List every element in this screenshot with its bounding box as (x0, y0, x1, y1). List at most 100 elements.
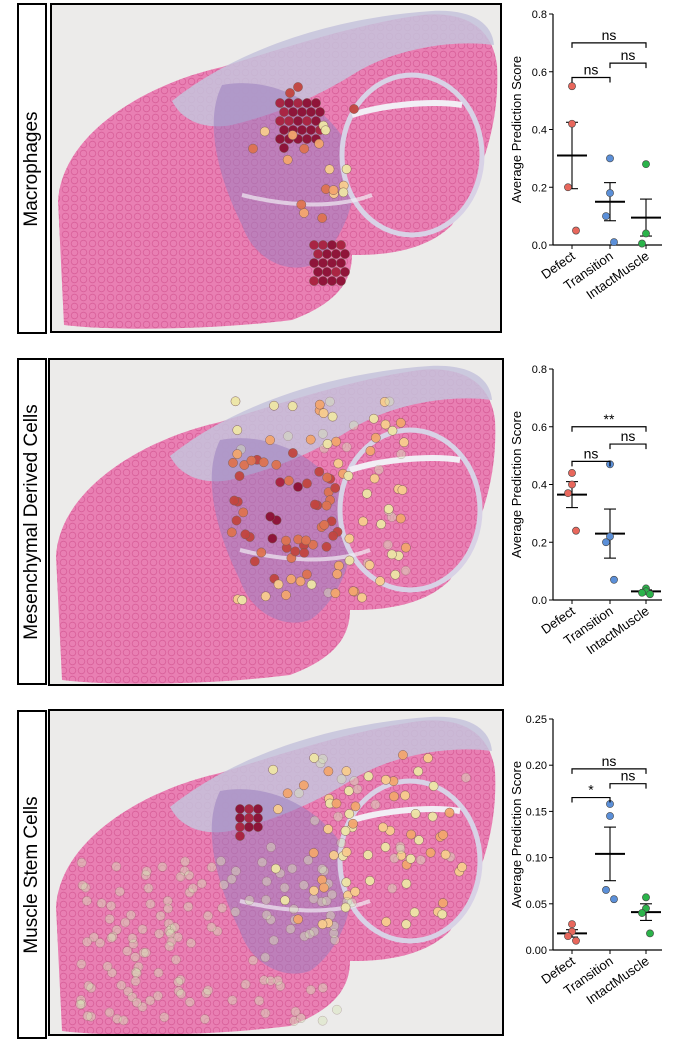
tissue-spot (340, 267, 350, 277)
tissue-spot (285, 924, 296, 934)
tissue-spot (341, 847, 352, 857)
tissue-spot (118, 1015, 129, 1026)
tissue-spot (309, 815, 320, 826)
tissue-spot (173, 986, 184, 997)
data-point (568, 469, 576, 477)
tissue-spot (140, 947, 151, 958)
tissue-spot (230, 907, 241, 917)
tissue-spot (321, 500, 332, 511)
tissue-spot (235, 831, 245, 841)
tissue-spot (163, 918, 174, 929)
tissue-spot (253, 822, 263, 832)
significance-label: * (588, 782, 594, 798)
tissue-spot (111, 925, 122, 935)
tissue-spot (104, 914, 115, 924)
tissue-spot (226, 874, 237, 885)
tissue-spot (275, 134, 285, 144)
y-tick-label: 0.2 (532, 182, 547, 194)
y-tick-label: 0.0 (532, 240, 547, 252)
tissue-spot (216, 856, 226, 866)
tissue-spot (268, 764, 278, 775)
tissue-spot (396, 449, 406, 460)
tissue-spot (336, 258, 346, 268)
tissue-spot (325, 396, 335, 407)
tissue-spot (260, 952, 271, 963)
data-point (606, 812, 614, 820)
tissue-spot (288, 107, 298, 117)
tissue-spot (401, 542, 411, 553)
tissue-spot (259, 126, 270, 137)
tissue-spot (336, 240, 346, 250)
tissue-spot (240, 979, 251, 990)
significance-bracket (571, 76, 611, 83)
tissue-spot (298, 880, 309, 891)
tissue-spot (299, 143, 310, 154)
tissue-spot (327, 411, 338, 422)
tissue-spot (328, 928, 339, 939)
tissue-spot (438, 830, 448, 840)
tissue-spot (164, 926, 174, 937)
tissue-spot (284, 475, 294, 486)
tissue-spot (244, 813, 254, 823)
data-point (638, 239, 646, 248)
tissue-spot (249, 556, 260, 567)
y-axis-title: Average Prediction Score (509, 411, 524, 558)
tissue-spot (285, 88, 295, 98)
tissue-spot (155, 911, 166, 921)
chart-svg: Average Prediction Score0.00.20.40.60.8D… (509, 364, 662, 657)
tissue-spot (364, 560, 375, 570)
tissue-spot (365, 875, 375, 886)
tissue-spot (440, 849, 451, 860)
tissue-spot (327, 276, 337, 286)
tissue-spot (261, 910, 272, 920)
tissue-spot (299, 208, 309, 218)
tissue-spot (303, 855, 314, 866)
tissue-spot (350, 801, 361, 812)
tissue-spot (254, 995, 265, 1006)
tissue-spot (330, 483, 341, 493)
tissue-spot (333, 458, 344, 469)
tissue-spot (275, 98, 285, 108)
significance-label: ns (584, 445, 599, 461)
tissue-spot (332, 1004, 342, 1015)
tissue-spot (138, 947, 149, 958)
tissue-spot (133, 961, 144, 972)
tissue-spot (322, 472, 333, 483)
significance-bracket (571, 768, 647, 774)
tissue-spot (309, 276, 319, 286)
tissue-spot (89, 932, 99, 943)
panel-label: Macrophages (21, 110, 42, 227)
tissue-spot (235, 804, 245, 814)
tissue-spot (413, 766, 424, 777)
y-tick-label: 0.25 (526, 714, 547, 726)
tissue-spot (153, 991, 163, 1001)
tissue-spot (313, 267, 323, 277)
tissue-spot (273, 579, 284, 590)
tissue-spot (123, 986, 134, 997)
infiltrate-region (211, 438, 353, 623)
tissue-spot (314, 399, 325, 410)
tissue-spot (309, 240, 319, 250)
tissue-spot (112, 1014, 122, 1024)
tissue-spot (75, 999, 86, 1010)
tissue-spot (309, 926, 320, 937)
tissue-spot (331, 249, 341, 259)
tissue-spot (165, 928, 176, 939)
tissue-spot (348, 818, 358, 829)
significance-label: ns (602, 753, 617, 769)
score-chart: Average Prediction Score 0.0 0.2 0.4 0.6 0.8 D… (500, 0, 676, 340)
tissue-spot (96, 898, 107, 909)
tissue-spot (317, 919, 328, 930)
tissue-spot (317, 428, 328, 439)
tissue-spot (311, 116, 321, 126)
y-tick-label: 0.15 (526, 806, 547, 818)
tissue-spot (319, 882, 329, 893)
tissue-spot (293, 116, 303, 126)
tissue-spot (126, 910, 136, 920)
tissue-spot (185, 997, 195, 1007)
tissue-spot (315, 758, 326, 769)
tissue-spot (282, 154, 293, 165)
tissue-spot (344, 809, 355, 819)
tissue-spot (341, 766, 352, 776)
tissue-spot (275, 981, 286, 991)
